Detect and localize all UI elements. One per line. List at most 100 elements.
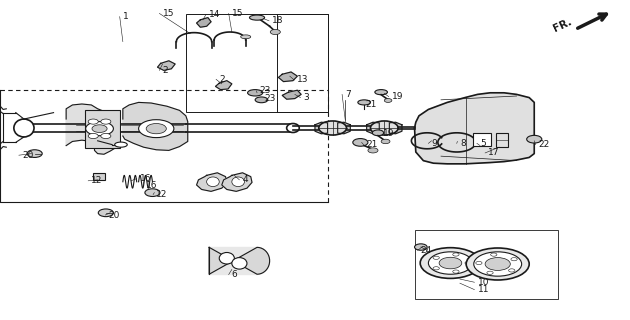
Bar	[186, 14, 328, 112]
Text: 7: 7	[345, 90, 351, 99]
Ellipse shape	[319, 121, 347, 135]
Ellipse shape	[139, 120, 174, 138]
Text: 15: 15	[163, 9, 174, 18]
Text: 12: 12	[91, 176, 103, 185]
Text: 8: 8	[460, 139, 466, 148]
Text: 3: 3	[304, 93, 309, 102]
Polygon shape	[282, 90, 301, 99]
Ellipse shape	[101, 133, 111, 139]
Ellipse shape	[453, 270, 459, 273]
Ellipse shape	[207, 177, 219, 187]
Text: 4: 4	[243, 175, 248, 184]
Ellipse shape	[372, 130, 384, 136]
Ellipse shape	[381, 139, 390, 144]
Ellipse shape	[270, 29, 280, 35]
Text: 6: 6	[232, 270, 238, 279]
Ellipse shape	[88, 133, 98, 139]
Text: 14: 14	[209, 10, 220, 19]
Ellipse shape	[439, 257, 462, 269]
Polygon shape	[315, 122, 328, 134]
Bar	[93, 173, 105, 180]
Ellipse shape	[433, 256, 439, 260]
Polygon shape	[415, 93, 534, 164]
Ellipse shape	[465, 261, 471, 265]
Bar	[472, 133, 491, 146]
Text: 13: 13	[297, 76, 309, 84]
Ellipse shape	[476, 261, 482, 265]
Ellipse shape	[98, 209, 113, 217]
Ellipse shape	[487, 271, 493, 274]
Ellipse shape	[146, 124, 166, 134]
Text: 24: 24	[421, 246, 432, 255]
Polygon shape	[209, 247, 270, 274]
Text: 1: 1	[123, 12, 129, 21]
Polygon shape	[367, 122, 379, 134]
Text: 10: 10	[478, 278, 489, 287]
Polygon shape	[197, 18, 211, 27]
Polygon shape	[197, 173, 227, 191]
Ellipse shape	[420, 248, 481, 278]
Ellipse shape	[219, 252, 234, 264]
Ellipse shape	[368, 148, 378, 153]
Polygon shape	[278, 72, 297, 82]
Ellipse shape	[370, 121, 398, 135]
Text: 2: 2	[163, 66, 168, 75]
Text: 17: 17	[488, 148, 500, 157]
Ellipse shape	[415, 244, 427, 250]
Ellipse shape	[453, 253, 459, 256]
Polygon shape	[158, 61, 175, 70]
Text: 15: 15	[232, 9, 243, 18]
Ellipse shape	[485, 258, 510, 270]
Ellipse shape	[232, 258, 247, 269]
Text: 21: 21	[365, 100, 377, 109]
Ellipse shape	[474, 252, 522, 276]
Polygon shape	[123, 102, 188, 150]
Ellipse shape	[428, 252, 472, 274]
Ellipse shape	[14, 119, 34, 137]
Ellipse shape	[92, 125, 107, 132]
Text: 12: 12	[156, 190, 168, 199]
Text: 11: 11	[478, 285, 489, 294]
Text: 19: 19	[392, 92, 403, 101]
Ellipse shape	[115, 142, 127, 147]
Polygon shape	[215, 81, 232, 90]
Text: 16: 16	[140, 174, 151, 183]
Text: FR.: FR.	[551, 17, 573, 34]
Ellipse shape	[248, 90, 263, 96]
Text: 16: 16	[146, 181, 158, 190]
Polygon shape	[209, 247, 257, 274]
Ellipse shape	[358, 100, 370, 105]
Text: 22: 22	[539, 140, 550, 149]
Ellipse shape	[255, 97, 268, 103]
Ellipse shape	[287, 124, 299, 132]
Text: 20: 20	[22, 151, 33, 160]
Polygon shape	[222, 173, 252, 191]
Ellipse shape	[232, 177, 244, 187]
Ellipse shape	[353, 139, 368, 146]
Polygon shape	[338, 122, 350, 134]
Text: 19: 19	[383, 129, 394, 138]
Ellipse shape	[511, 258, 517, 261]
Polygon shape	[66, 104, 117, 154]
Ellipse shape	[466, 248, 529, 280]
Text: 23: 23	[265, 94, 276, 103]
Ellipse shape	[88, 119, 98, 124]
Ellipse shape	[384, 99, 392, 102]
Ellipse shape	[27, 150, 42, 157]
Text: 5: 5	[480, 139, 486, 148]
Bar	[277, 14, 328, 112]
Text: 20: 20	[108, 211, 120, 220]
Ellipse shape	[508, 269, 515, 272]
Text: 23: 23	[260, 86, 271, 95]
Polygon shape	[389, 122, 402, 134]
Text: 2: 2	[219, 75, 225, 84]
Text: 21: 21	[367, 140, 378, 149]
Ellipse shape	[491, 253, 497, 256]
Ellipse shape	[86, 122, 113, 136]
Ellipse shape	[433, 267, 439, 270]
Bar	[496, 133, 508, 147]
Ellipse shape	[241, 35, 251, 39]
Bar	[415, 230, 558, 299]
Ellipse shape	[145, 189, 160, 196]
Ellipse shape	[527, 135, 542, 143]
